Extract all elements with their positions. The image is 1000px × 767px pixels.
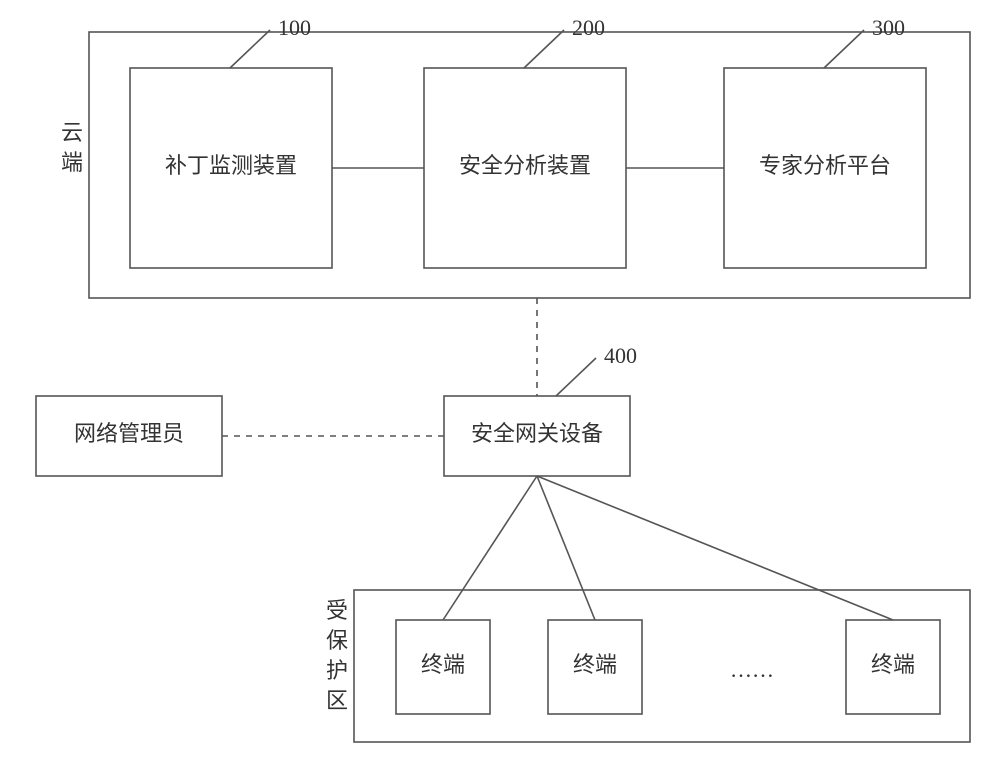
- ref-lead-expert: [824, 30, 864, 68]
- edge-6: [537, 476, 893, 620]
- ref-lead-patch: [230, 30, 270, 68]
- node-secanal-label: 安全分析装置: [459, 153, 591, 178]
- extras-layer: ……: [730, 657, 774, 682]
- ref-lead-secanal: [524, 30, 564, 68]
- nodes-layer: 补丁监测装置 安全分析装置 专家分析平台网络管理员 安全网关设备终端 终端 终端: [36, 68, 940, 714]
- ellipsis: ……: [730, 657, 774, 682]
- node-term2-label: 终端: [573, 652, 617, 677]
- containers-layer: 云端受保护区: [61, 32, 970, 742]
- node-admin-label: 网络管理员: [74, 421, 184, 446]
- protected-vlabel-char: 受: [326, 598, 348, 623]
- ref-num-secanal: 200: [572, 15, 605, 40]
- node-patch-label: 补丁监测装置: [165, 153, 297, 178]
- ref-num-gateway: 400: [604, 343, 637, 368]
- diagram-canvas: 云端受保护区 补丁监测装置 安全分析装置 专家分析平台网络管理员 安全网关设备终端 终端…: [0, 0, 1000, 767]
- node-expert-label: 专家分析平台: [759, 153, 891, 178]
- node-gateway-label: 安全网关设备: [471, 421, 603, 446]
- ref-num-expert: 300: [872, 15, 905, 40]
- node-term1-label: 终端: [421, 652, 465, 677]
- ref-lead-gateway: [556, 358, 596, 396]
- node-term3-label: 终端: [871, 652, 915, 677]
- edge-5: [537, 476, 595, 620]
- protected-vlabel-char: 护: [326, 658, 348, 683]
- cloud-vlabel-char: 云: [61, 120, 83, 145]
- protected-vlabel-char: 区: [326, 688, 348, 713]
- protected-vlabel-char: 保: [326, 628, 348, 653]
- cloud-vlabel-char: 端: [61, 150, 83, 175]
- ref-num-patch: 100: [278, 15, 311, 40]
- edge-4: [443, 476, 537, 620]
